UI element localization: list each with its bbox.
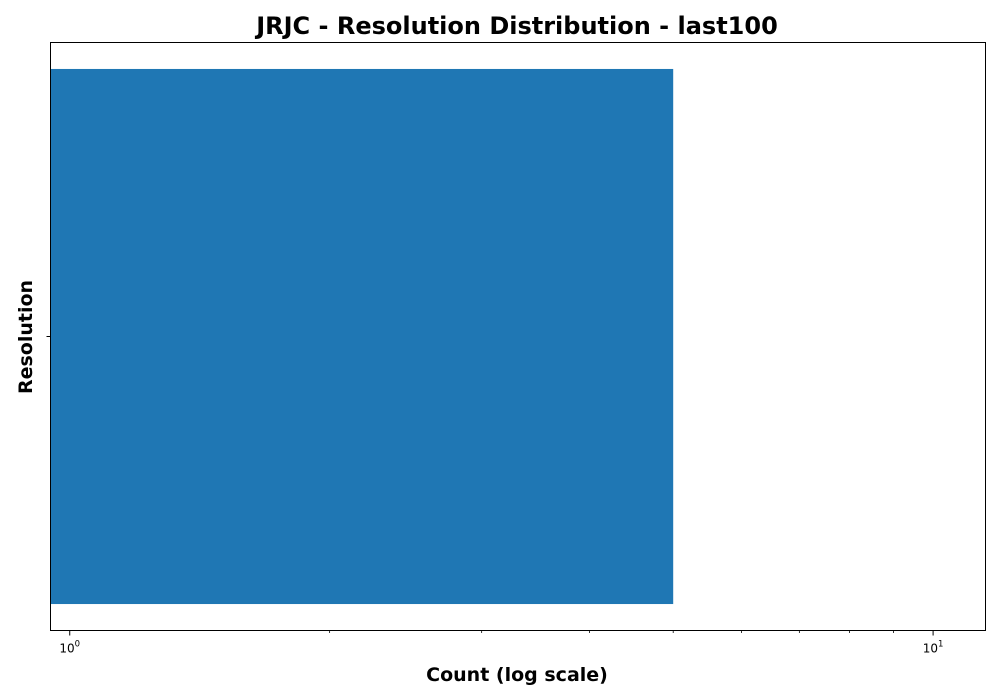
y-axis-label: Resolution xyxy=(15,280,37,394)
x-axis-label: Count (log scale) xyxy=(426,664,608,686)
x-tick-label: 100 xyxy=(59,640,80,656)
bars-layer xyxy=(50,68,674,605)
chart-title: JRJC - Resolution Distribution - last100 xyxy=(254,12,778,40)
x-tick-label: 101 xyxy=(923,640,944,656)
plot-area-frame xyxy=(50,42,986,631)
bar xyxy=(50,68,674,605)
